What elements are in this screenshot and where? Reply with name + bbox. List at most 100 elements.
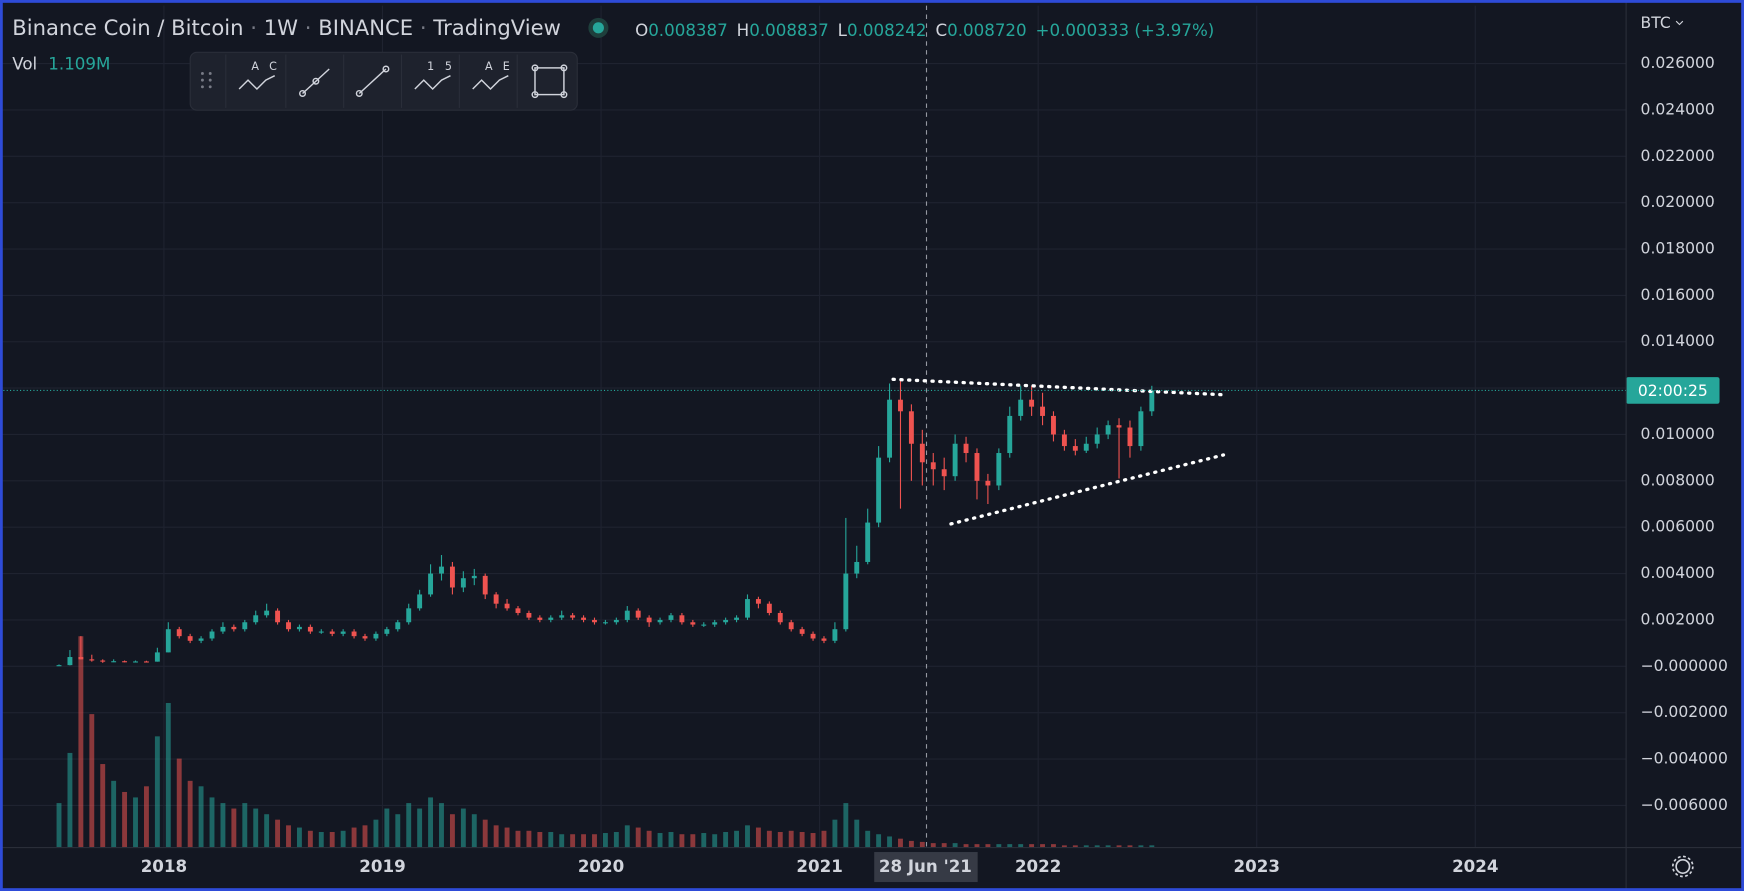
volume-bar	[1083, 845, 1089, 848]
tool-trendline[interactable]	[355, 65, 390, 97]
volume-bar	[296, 827, 302, 848]
volume-bar	[384, 808, 390, 848]
candle-body	[548, 617, 554, 620]
candle-body	[537, 617, 543, 620]
volume-bar	[460, 808, 466, 848]
candle-body	[690, 622, 696, 625]
tool-ray[interactable]	[299, 68, 330, 97]
volume-bar	[679, 834, 685, 848]
volume-bar	[143, 786, 149, 848]
symbol[interactable]: Binance Coin / Bitcoin	[12, 15, 243, 40]
candle-body	[515, 608, 521, 613]
candle-body	[417, 594, 423, 609]
candle-body	[340, 631, 346, 634]
y-tick-label: 0.008000	[1641, 471, 1715, 489]
candle-body	[286, 622, 291, 630]
volume-bar	[1116, 845, 1122, 848]
volume-bar	[1029, 844, 1035, 848]
volume-bar	[1105, 845, 1111, 848]
tool-elliott[interactable]	[414, 75, 451, 91]
volume-bar	[1007, 844, 1013, 848]
volume-bar	[428, 797, 434, 848]
candle-body	[1138, 411, 1144, 447]
volume-bar	[78, 636, 84, 848]
volume-bar	[602, 833, 608, 848]
volume-bar	[570, 834, 576, 848]
volume-bar	[963, 844, 969, 848]
volume-bar	[537, 832, 543, 848]
candle-body	[242, 622, 248, 630]
volume-bar	[635, 827, 641, 848]
candle-body	[745, 599, 750, 618]
candle-body	[668, 615, 674, 620]
candle-body	[1116, 425, 1122, 428]
chevron[interactable]	[1675, 20, 1684, 26]
candle-body	[67, 657, 73, 666]
tool-letter: C	[269, 60, 277, 73]
tool-pattern[interactable]	[472, 75, 509, 91]
candle-body	[996, 453, 1002, 486]
candle-body	[1094, 434, 1100, 444]
tool-abcd[interactable]	[238, 75, 276, 91]
candle-body	[646, 617, 652, 623]
candle-body	[766, 603, 772, 613]
volume-bar	[198, 786, 204, 848]
volume-bar	[690, 834, 696, 848]
candle-body	[1029, 399, 1035, 407]
candle-body	[154, 652, 160, 662]
volume-bar	[264, 814, 270, 848]
candle-body	[832, 629, 838, 641]
volume-bar	[220, 803, 226, 848]
candle-body	[613, 619, 619, 623]
candle-body	[165, 629, 171, 653]
volume-bar	[908, 840, 914, 848]
candle-body	[581, 617, 587, 620]
candle-body	[952, 443, 958, 477]
candle-body	[307, 626, 313, 632]
volume-bar	[165, 702, 171, 848]
trendline-upper[interactable]	[891, 377, 1229, 397]
volume-bar	[253, 808, 259, 848]
candle-body	[821, 638, 827, 641]
volume-bar	[318, 832, 324, 848]
candle-body	[143, 661, 149, 663]
candle-body	[111, 661, 117, 663]
candle-body	[876, 457, 882, 523]
candle-body	[275, 610, 281, 623]
volume-bar	[919, 841, 925, 848]
volume-bar	[1127, 845, 1133, 848]
candle-body	[220, 626, 226, 632]
candle-body	[919, 443, 925, 463]
interval[interactable]: 1W	[264, 15, 298, 40]
volume-bar	[242, 803, 248, 848]
candle-body	[460, 578, 466, 588]
candle-body	[122, 661, 128, 663]
toolbar-bg	[189, 51, 578, 111]
volume-bar	[340, 830, 346, 848]
volume-bar	[996, 844, 1002, 848]
candle-body	[1083, 443, 1089, 451]
volume-bar	[952, 843, 958, 848]
currency-selector[interactable]: BTC	[1641, 14, 1671, 32]
candle-body	[231, 626, 237, 630]
settings-gear[interactable]	[1671, 855, 1694, 878]
volume-bar	[176, 758, 182, 848]
tool-rectangle[interactable]	[531, 64, 568, 99]
volume-bar	[56, 803, 62, 848]
y-tick-label: 0.006000	[1641, 518, 1715, 536]
candle-body	[1105, 425, 1111, 435]
drag-handle[interactable]	[200, 72, 212, 89]
last-price-tag	[1626, 377, 1720, 404]
candle-body	[592, 619, 597, 623]
candle-body	[133, 661, 138, 663]
candle-body	[406, 608, 412, 623]
trendline-lower[interactable]	[949, 453, 1226, 526]
y-tick-label: 0.004000	[1641, 564, 1715, 582]
candle-body	[253, 615, 259, 623]
candle-body	[176, 629, 182, 637]
volume-bar	[668, 832, 674, 848]
candle-body	[788, 622, 794, 630]
tool-letter: A	[485, 60, 493, 73]
